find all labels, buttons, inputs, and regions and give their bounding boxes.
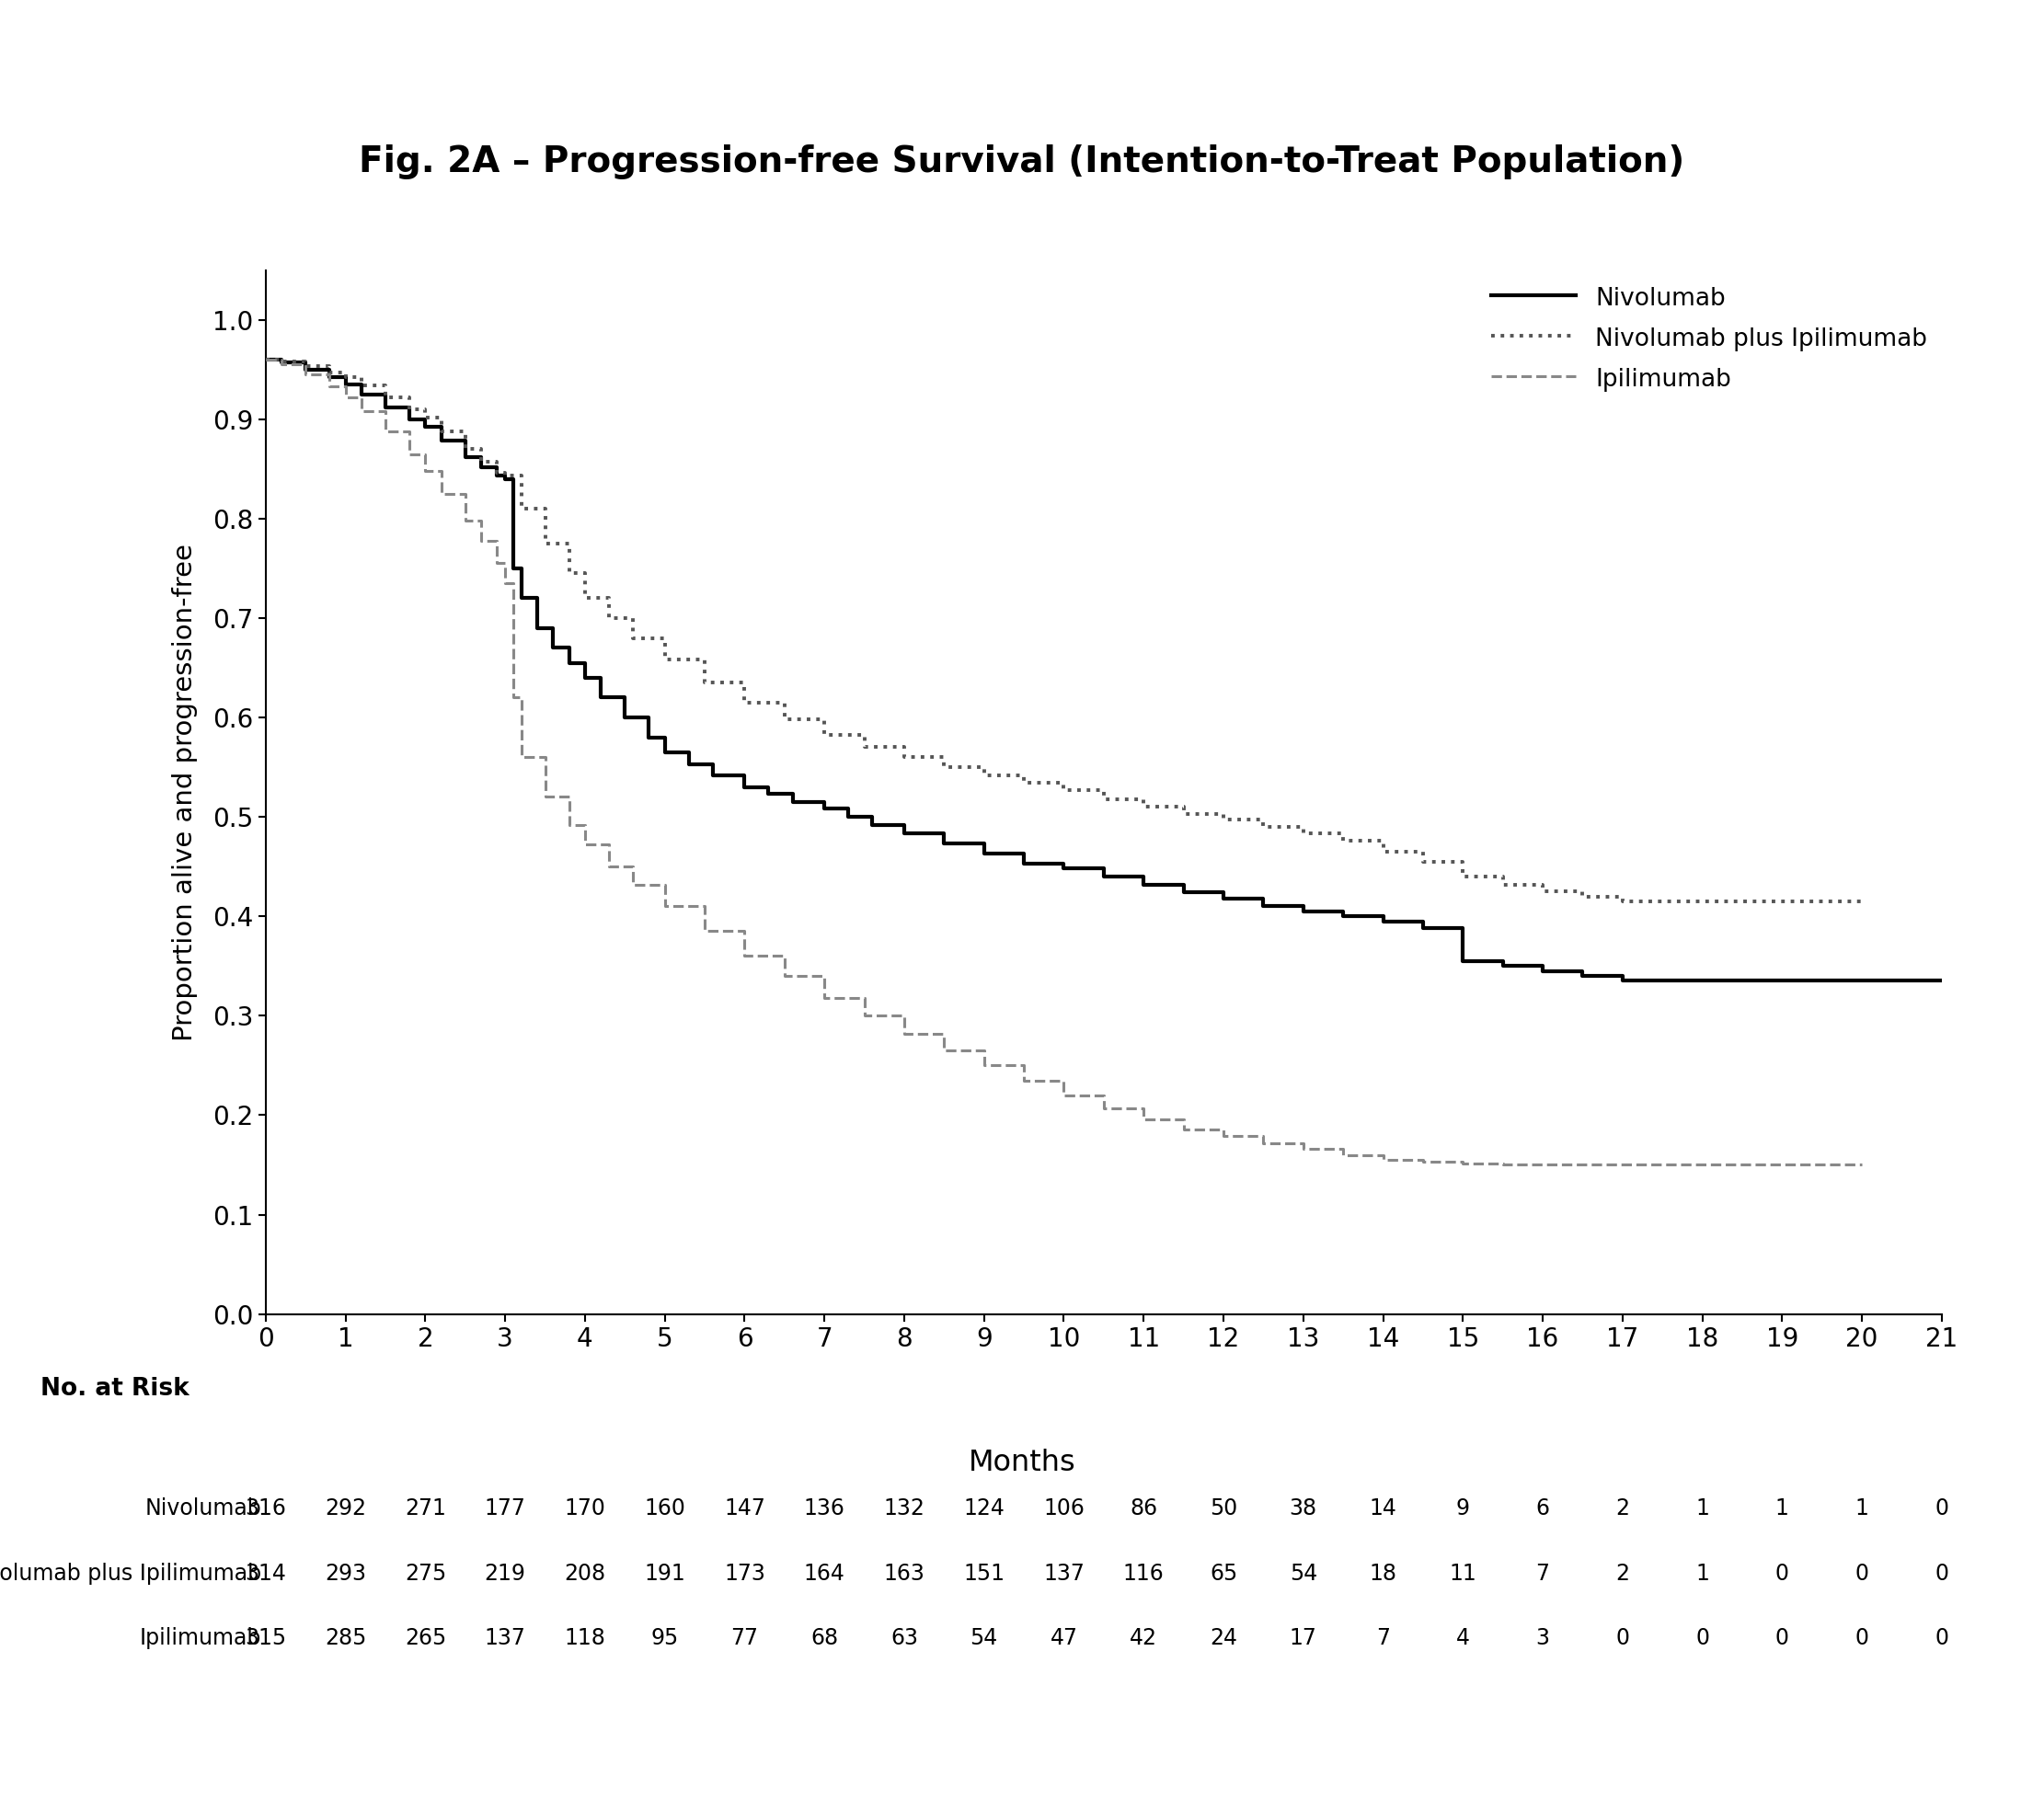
Text: Ipilimumab: Ipilimumab [139, 1627, 262, 1649]
Text: 95: 95 [650, 1627, 679, 1649]
Text: 314: 314 [245, 1562, 286, 1584]
Text: 2: 2 [1615, 1498, 1629, 1519]
Text: 124: 124 [963, 1498, 1006, 1519]
Text: 0: 0 [1856, 1562, 1868, 1584]
Text: 2: 2 [1615, 1562, 1629, 1584]
Text: 160: 160 [644, 1498, 685, 1519]
Text: 1: 1 [1776, 1498, 1788, 1519]
Text: 0: 0 [1936, 1627, 1948, 1649]
Text: 4: 4 [1455, 1627, 1470, 1649]
Text: 42: 42 [1130, 1627, 1157, 1649]
Text: 177: 177 [484, 1498, 525, 1519]
Text: 170: 170 [564, 1498, 605, 1519]
Text: 54: 54 [1290, 1562, 1316, 1584]
Text: 315: 315 [245, 1627, 286, 1649]
Text: 106: 106 [1042, 1498, 1085, 1519]
Text: 151: 151 [963, 1562, 1006, 1584]
Text: 164: 164 [803, 1562, 844, 1584]
Text: 14: 14 [1369, 1498, 1396, 1519]
Text: 271: 271 [405, 1498, 446, 1519]
Text: 137: 137 [484, 1627, 525, 1649]
Text: 24: 24 [1210, 1627, 1237, 1649]
Text: 3: 3 [1535, 1627, 1549, 1649]
Text: 6: 6 [1535, 1498, 1549, 1519]
Text: 63: 63 [891, 1627, 918, 1649]
Text: 208: 208 [564, 1562, 605, 1584]
Text: 292: 292 [325, 1498, 366, 1519]
Text: 136: 136 [803, 1498, 844, 1519]
Text: 18: 18 [1369, 1562, 1396, 1584]
Text: 219: 219 [484, 1562, 525, 1584]
Text: 293: 293 [325, 1562, 366, 1584]
Text: 0: 0 [1615, 1627, 1629, 1649]
Text: 0: 0 [1856, 1627, 1868, 1649]
Text: 173: 173 [724, 1562, 764, 1584]
Text: 132: 132 [883, 1498, 924, 1519]
Text: 163: 163 [883, 1562, 924, 1584]
Text: 0: 0 [1776, 1627, 1788, 1649]
Text: 275: 275 [405, 1562, 446, 1584]
Text: 1: 1 [1697, 1498, 1709, 1519]
Text: 54: 54 [971, 1627, 997, 1649]
Text: 137: 137 [1042, 1562, 1085, 1584]
Text: 265: 265 [405, 1627, 446, 1649]
Text: 191: 191 [644, 1562, 685, 1584]
Text: Nivolumab: Nivolumab [145, 1498, 262, 1519]
Text: 47: 47 [1051, 1627, 1077, 1649]
Text: Months: Months [969, 1449, 1075, 1478]
Text: 147: 147 [724, 1498, 764, 1519]
Text: 0: 0 [1936, 1562, 1948, 1584]
Text: 1: 1 [1856, 1498, 1868, 1519]
Text: 68: 68 [811, 1627, 838, 1649]
Text: 0: 0 [1776, 1562, 1788, 1584]
Text: 316: 316 [245, 1498, 286, 1519]
Text: 9: 9 [1455, 1498, 1470, 1519]
Text: No. at Risk: No. at Risk [41, 1377, 190, 1400]
Text: 86: 86 [1130, 1498, 1157, 1519]
Text: 116: 116 [1122, 1562, 1165, 1584]
Text: 7: 7 [1535, 1562, 1549, 1584]
Text: 38: 38 [1290, 1498, 1316, 1519]
Legend: Nivolumab, Nivolumab plus Ipilimumab, Ipilimumab: Nivolumab, Nivolumab plus Ipilimumab, Ip… [1482, 275, 1938, 401]
Text: 0: 0 [1936, 1498, 1948, 1519]
Text: 7: 7 [1376, 1627, 1390, 1649]
Text: 1: 1 [1697, 1562, 1709, 1584]
Text: 77: 77 [732, 1627, 758, 1649]
Y-axis label: Proportion alive and progression-free: Proportion alive and progression-free [172, 544, 198, 1040]
Text: 0: 0 [1694, 1627, 1709, 1649]
Text: 118: 118 [564, 1627, 605, 1649]
Text: 285: 285 [325, 1627, 366, 1649]
Text: 17: 17 [1290, 1627, 1316, 1649]
Text: 11: 11 [1449, 1562, 1476, 1584]
Text: 65: 65 [1210, 1562, 1237, 1584]
Text: Nivolumab plus Ipilimumab: Nivolumab plus Ipilimumab [0, 1562, 262, 1584]
Text: 50: 50 [1210, 1498, 1237, 1519]
Text: Fig. 2A – Progression-free Survival (Intention-to-Treat Population): Fig. 2A – Progression-free Survival (Int… [360, 144, 1684, 180]
